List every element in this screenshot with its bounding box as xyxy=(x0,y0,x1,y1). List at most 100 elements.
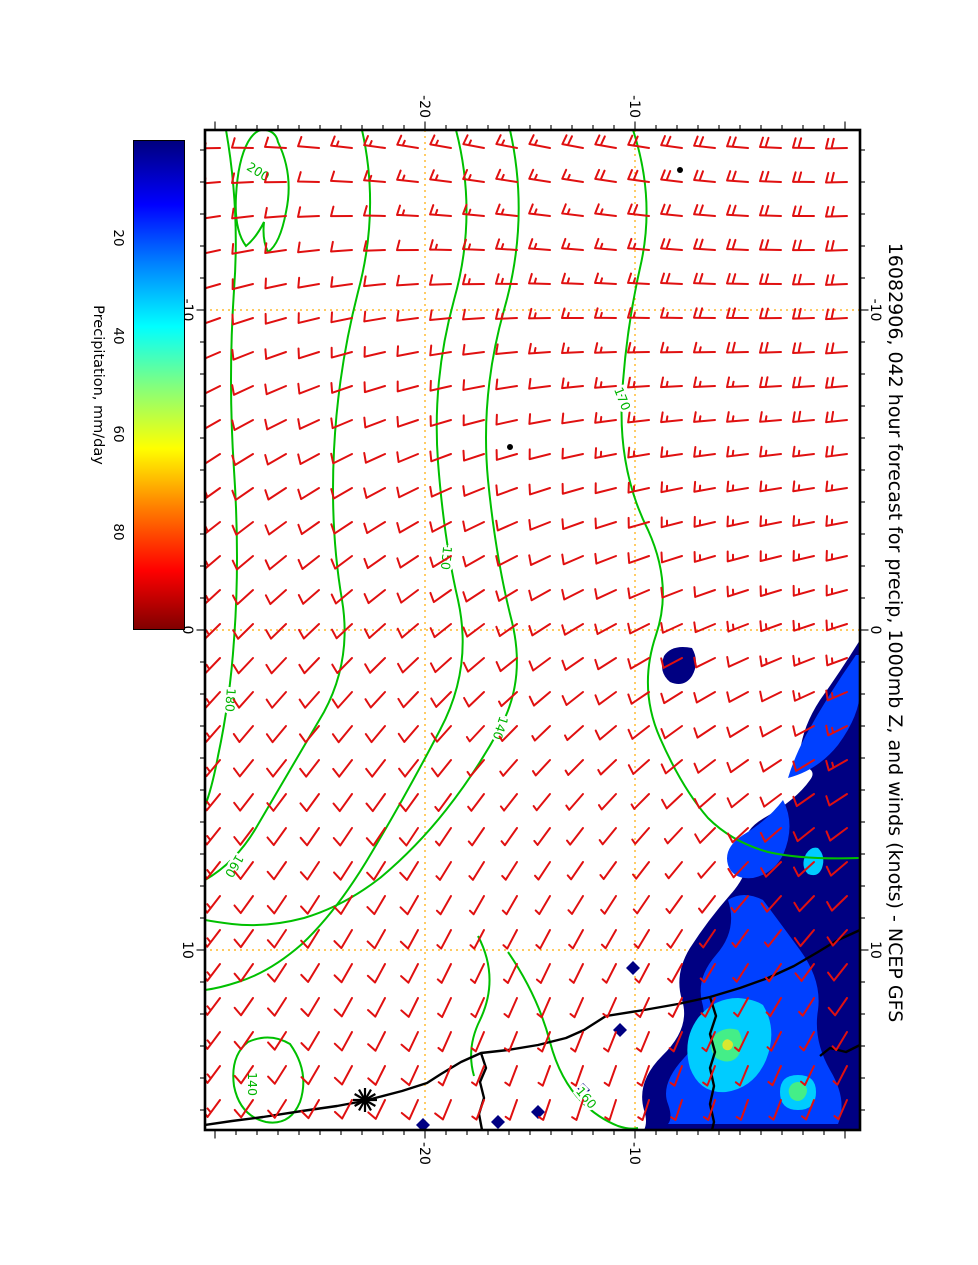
wind-barb xyxy=(264,171,287,184)
wind-barb xyxy=(535,929,551,950)
wind-barb xyxy=(396,555,419,569)
wind-barb xyxy=(759,793,782,808)
wind-barb xyxy=(726,136,749,149)
wind-barb xyxy=(205,691,221,709)
wind-barb xyxy=(231,313,254,326)
wind-barb xyxy=(726,691,749,703)
wind-barb xyxy=(396,169,419,183)
wind-barb xyxy=(693,515,716,528)
wind-barb xyxy=(702,1065,716,1087)
wind-barb xyxy=(398,827,419,847)
wind-barb xyxy=(594,691,617,706)
wind-barb xyxy=(495,273,518,285)
wind-barb xyxy=(462,273,485,286)
wind-barb xyxy=(332,827,353,847)
wind-barb xyxy=(726,725,749,738)
wind-barb xyxy=(667,997,683,1018)
wind-barb xyxy=(400,963,419,984)
wind-barb xyxy=(600,895,617,915)
precip-region xyxy=(662,647,696,684)
wind-barb xyxy=(693,169,716,183)
wind-barb xyxy=(561,307,584,320)
contour-label: 160 xyxy=(573,1084,600,1112)
wind-barb xyxy=(702,1099,716,1121)
wind-barb xyxy=(825,689,848,702)
wind-barb xyxy=(528,134,551,149)
wind-barb xyxy=(400,1099,419,1121)
wind-barb xyxy=(205,963,221,982)
wind-barb xyxy=(363,310,386,323)
wind-barb xyxy=(660,341,683,354)
wind-barb xyxy=(297,453,320,465)
wind-barb xyxy=(231,555,254,571)
wind-barb xyxy=(205,657,221,675)
wind-barb xyxy=(627,516,650,529)
wind-barb xyxy=(537,1065,551,1087)
wind-barb xyxy=(533,861,551,881)
wind-barb xyxy=(730,895,749,914)
wind-barb xyxy=(330,382,353,394)
coastline xyxy=(708,996,718,1130)
wind-barb xyxy=(299,827,320,847)
wind-barb xyxy=(763,929,782,948)
wind-barb xyxy=(205,243,221,256)
wind-barb xyxy=(331,691,353,709)
wind-barb xyxy=(792,480,815,493)
wind-barb xyxy=(330,417,353,430)
wind-barb xyxy=(693,793,716,809)
wind-barb xyxy=(528,272,551,285)
colorbar xyxy=(133,140,185,630)
wind-barb xyxy=(437,997,452,1019)
wind-barb xyxy=(537,1031,551,1053)
wind-barb xyxy=(470,1031,485,1053)
wind-barb xyxy=(627,341,650,354)
wind-barb xyxy=(232,691,254,709)
height-contour xyxy=(620,130,860,860)
wind-barb xyxy=(766,1031,782,1052)
wind-barb xyxy=(429,415,452,427)
wind-barb xyxy=(825,480,848,493)
wind-barb xyxy=(759,273,782,285)
wind-barb xyxy=(568,929,584,950)
wind-barb xyxy=(699,963,716,984)
wind-barb xyxy=(759,239,782,251)
wind-barb xyxy=(594,237,617,251)
wind-barb xyxy=(495,308,518,320)
wind-barb xyxy=(265,657,287,675)
wind-barb xyxy=(264,453,287,466)
wind-barb xyxy=(792,759,815,772)
wind-barb xyxy=(561,134,584,149)
x-axis-label-bottom: 0 xyxy=(179,626,195,635)
wind-barb xyxy=(470,997,485,1019)
wind-barb xyxy=(597,759,617,776)
wind-barb xyxy=(462,343,485,356)
wind-barb xyxy=(627,552,650,564)
wind-barb xyxy=(463,691,485,708)
coastline xyxy=(819,1043,860,1057)
wind-barb xyxy=(466,759,485,778)
wind-barb xyxy=(365,793,386,813)
wind-barb xyxy=(825,205,848,218)
wind-barb xyxy=(660,551,683,564)
wind-barb xyxy=(266,793,287,812)
wind-barb xyxy=(495,589,518,602)
wind-barb xyxy=(300,895,320,915)
wind-barb xyxy=(669,1065,683,1087)
wind-barb xyxy=(398,793,419,813)
wind-barb xyxy=(264,487,287,501)
wind-barb xyxy=(825,827,848,842)
wind-barb xyxy=(264,589,287,606)
wind-barb xyxy=(825,137,848,150)
wind-barb xyxy=(825,724,848,737)
wind-barb xyxy=(300,1065,320,1086)
wind-barb xyxy=(231,172,254,185)
wind-barb xyxy=(793,895,815,913)
wind-barb xyxy=(698,929,716,949)
wind-barb xyxy=(667,963,683,984)
wind-barb xyxy=(264,242,287,254)
wind-barb xyxy=(495,378,518,391)
wind-barbs-layer xyxy=(205,134,848,1121)
wind-barb xyxy=(598,827,617,846)
wind-barb xyxy=(627,657,650,670)
